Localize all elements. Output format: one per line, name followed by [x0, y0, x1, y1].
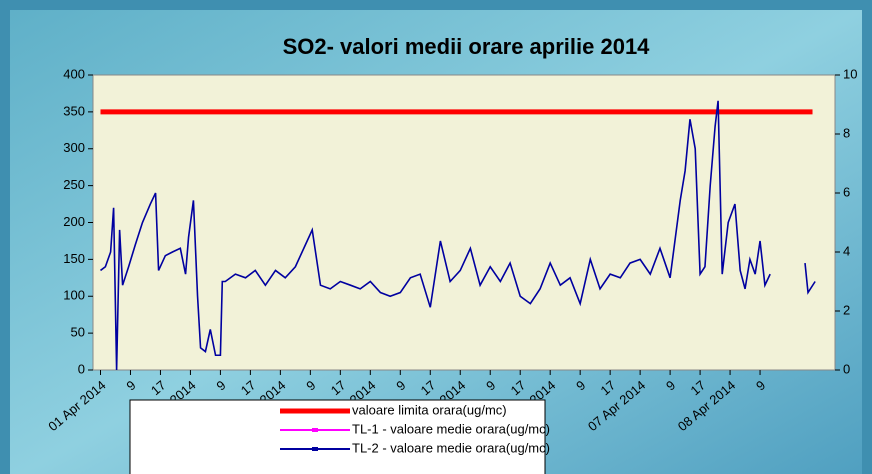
y-tick-label: 50 — [71, 325, 85, 340]
y-tick-label: 350 — [63, 103, 85, 118]
legend-marker — [312, 428, 318, 432]
y-tick-label: 400 — [63, 66, 85, 81]
y-tick-label: 100 — [63, 288, 85, 303]
y-tick-label: 150 — [63, 251, 85, 266]
legend-label: TL-1 - valoare medie orara(ug/mc) — [352, 421, 550, 436]
y2-tick-label: 2 — [843, 302, 850, 317]
legend-label: valoare limita orara(ug/mc) — [352, 402, 507, 417]
y2-tick-label: 8 — [843, 125, 850, 140]
chart-title: SO2- valori medii orare aprilie 2014 — [283, 34, 651, 59]
y-tick-label: 200 — [63, 214, 85, 229]
y-tick-label: 250 — [63, 177, 85, 192]
y2-tick-label: 0 — [843, 361, 850, 376]
y2-tick-label: 10 — [843, 66, 857, 81]
y2-tick-label: 6 — [843, 184, 850, 199]
series-line — [100, 100, 816, 371]
y-tick-label: 300 — [63, 140, 85, 155]
y-tick-label: 0 — [78, 361, 85, 376]
plot-area — [92, 74, 836, 371]
legend-marker — [312, 447, 318, 451]
legend-label: TL-2 - valoare medie orara(ug/mc) — [352, 440, 550, 455]
y2-tick-label: 4 — [843, 243, 850, 258]
